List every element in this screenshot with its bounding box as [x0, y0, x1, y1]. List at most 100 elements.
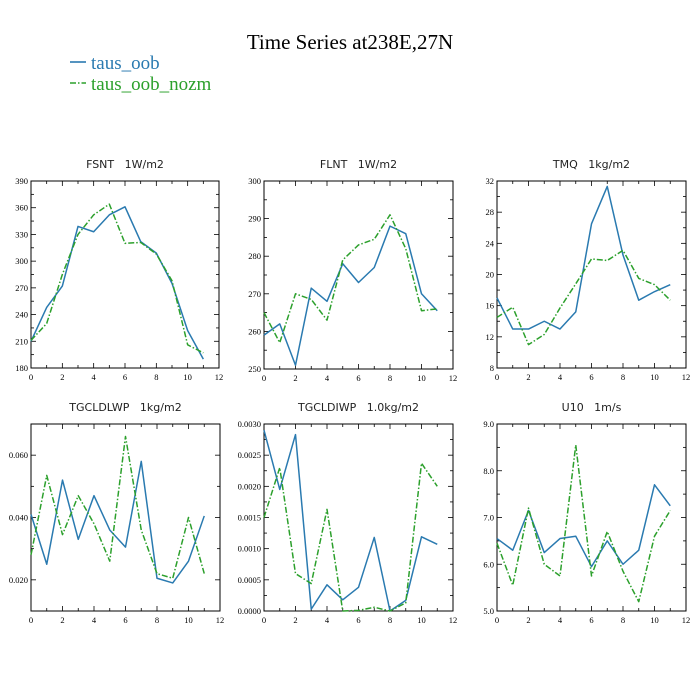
x-tick-label: 10	[183, 372, 192, 382]
panel-title: U10 1m/s	[562, 401, 622, 414]
y-tick-label: 300	[15, 256, 28, 266]
x-tick-label: 6	[123, 615, 127, 625]
y-tick-label: 0.0000	[238, 606, 261, 616]
y-tick-label: 0.020	[9, 575, 28, 585]
x-tick-label: 4	[558, 615, 563, 625]
x-tick-label: 2	[526, 372, 530, 382]
y-tick-label: 280	[248, 251, 261, 261]
x-tick-label: 10	[184, 615, 193, 625]
panel-title: TGCLDLWP 1kg/m2	[68, 401, 181, 414]
panels: FSNT 1W/m20 2 4 6 8 10 12180210240270300330360…	[9, 158, 690, 625]
panel-5: U10 1m/s 0 2 4 6 8 10 12 5.0 6.0 7.0 8.0 9.0	[483, 401, 690, 625]
x-tick-label: 0	[495, 615, 499, 625]
x-tick-label: 12	[449, 615, 458, 625]
x-tick-label: 6	[356, 615, 360, 625]
y-tick-label: 0.0005	[238, 575, 261, 585]
x-tick-label: 4	[325, 615, 330, 625]
y-tick-label: 290	[248, 214, 261, 224]
x-tick-label: 12	[216, 615, 225, 625]
series-line-taus-oob-nozm	[30, 435, 205, 580]
y-tick-label: 180	[15, 363, 28, 373]
x-tick-label: 8	[621, 615, 625, 625]
y-tick-label: 330	[15, 229, 28, 239]
x-tick-label: 2	[293, 373, 297, 383]
y-tick-label: 0.040	[9, 513, 28, 523]
panel-title: FLNT 1W/m2	[320, 158, 397, 171]
y-tick-label: 5.0	[483, 606, 494, 616]
x-tick-label: 12	[682, 372, 691, 382]
panel-0: FSNT 1W/m2 0 2 4 6 8 10 12 180 210 240 270 300 330 360…	[15, 158, 223, 382]
legend-label-taus-oob: taus_oob	[91, 53, 160, 74]
y-tick-label: 0.0015	[238, 513, 261, 523]
figure-title: Time Series at238E,27N	[247, 30, 453, 54]
y-tick-label: 12	[486, 332, 495, 342]
x-tick-label: 0	[29, 615, 33, 625]
x-tick-label: 0	[29, 372, 33, 382]
x-tick-label: 2	[60, 372, 64, 382]
series-line-taus-oob-nozm	[30, 203, 204, 354]
y-tick-label: 0.0020	[238, 481, 261, 491]
x-tick-label: 6	[589, 615, 593, 625]
x-tick-label: 4	[558, 372, 563, 382]
series-line-taus-oob-nozm	[263, 462, 438, 612]
x-tick-label: 8	[155, 615, 159, 625]
x-tick-label: 4	[92, 615, 97, 625]
x-tick-label: 0	[262, 615, 266, 625]
panel-title: TMQ 1kg/m2	[552, 158, 630, 171]
legend: taus_oob taus_oob_nozm	[70, 53, 212, 95]
x-tick-label: 6	[589, 372, 593, 382]
y-tick-label: 360	[15, 203, 28, 213]
series-line-taus-oob-nozm	[496, 444, 671, 603]
x-tick-label: 8	[388, 615, 392, 625]
x-tick-label: 10	[417, 615, 426, 625]
x-tick-label: 8	[154, 372, 158, 382]
y-tick-label: 250	[248, 364, 261, 374]
x-tick-label: 10	[417, 373, 426, 383]
y-tick-label: 260	[248, 326, 261, 336]
panel-4: TGCLDIWP 1.0kg/m2 0 2 4 6 8 10 12 0.0000 0.0005 0.…	[238, 401, 458, 625]
y-tick-label: 0.0025	[238, 450, 261, 460]
y-tick-label: 28	[486, 207, 495, 217]
y-tick-label: 32	[486, 176, 495, 186]
x-tick-label: 4	[325, 373, 330, 383]
y-tick-label: 8	[490, 363, 494, 373]
y-tick-label: 6.0	[483, 559, 494, 569]
y-tick-label: 24	[486, 238, 495, 248]
x-tick-label: 0	[495, 372, 499, 382]
series-line-taus-oob-nozm	[263, 214, 438, 344]
x-tick-label: 8	[388, 373, 392, 383]
series-line-taus-oob	[30, 460, 205, 584]
series-line-taus-oob	[263, 225, 438, 366]
x-tick-label: 2	[60, 615, 64, 625]
y-tick-label: 0.0030	[238, 419, 261, 429]
y-tick-label: 8.0	[483, 466, 494, 476]
axes-frame	[496, 180, 687, 369]
axes-frame	[263, 180, 454, 370]
x-tick-label: 6	[123, 372, 127, 382]
series-line-taus-oob	[263, 430, 438, 612]
x-tick-label: 8	[621, 372, 625, 382]
x-tick-label: 2	[526, 615, 530, 625]
x-tick-label: 12	[682, 615, 691, 625]
y-tick-label: 7.0	[483, 513, 494, 523]
panel-title: FSNT 1W/m2	[86, 158, 164, 171]
panel-3: TGCLDLWP 1kg/m2 0 2 4 6 8 10 12 0.020 0.040 0.060	[9, 401, 224, 625]
x-tick-label: 12	[449, 373, 458, 383]
axes-frame	[30, 423, 221, 612]
x-tick-label: 0	[262, 373, 266, 383]
panel-title: TGCLDIWP 1.0kg/m2	[297, 401, 419, 414]
x-tick-label: 2	[293, 615, 297, 625]
y-tick-label: 210	[15, 336, 28, 346]
x-tick-label: 12	[215, 372, 224, 382]
series-line-taus-oob	[30, 206, 204, 360]
y-tick-label: 9.0	[483, 419, 494, 429]
legend-label-taus-oob-nozm: taus_oob_nozm	[91, 74, 212, 95]
y-tick-label: 0.060	[9, 450, 28, 460]
y-tick-label: 20	[486, 270, 495, 280]
series-line-taus-oob-nozm	[496, 249, 671, 346]
series-line-taus-oob	[496, 484, 671, 568]
x-tick-label: 6	[356, 373, 360, 383]
y-tick-label: 0.0010	[238, 544, 261, 554]
